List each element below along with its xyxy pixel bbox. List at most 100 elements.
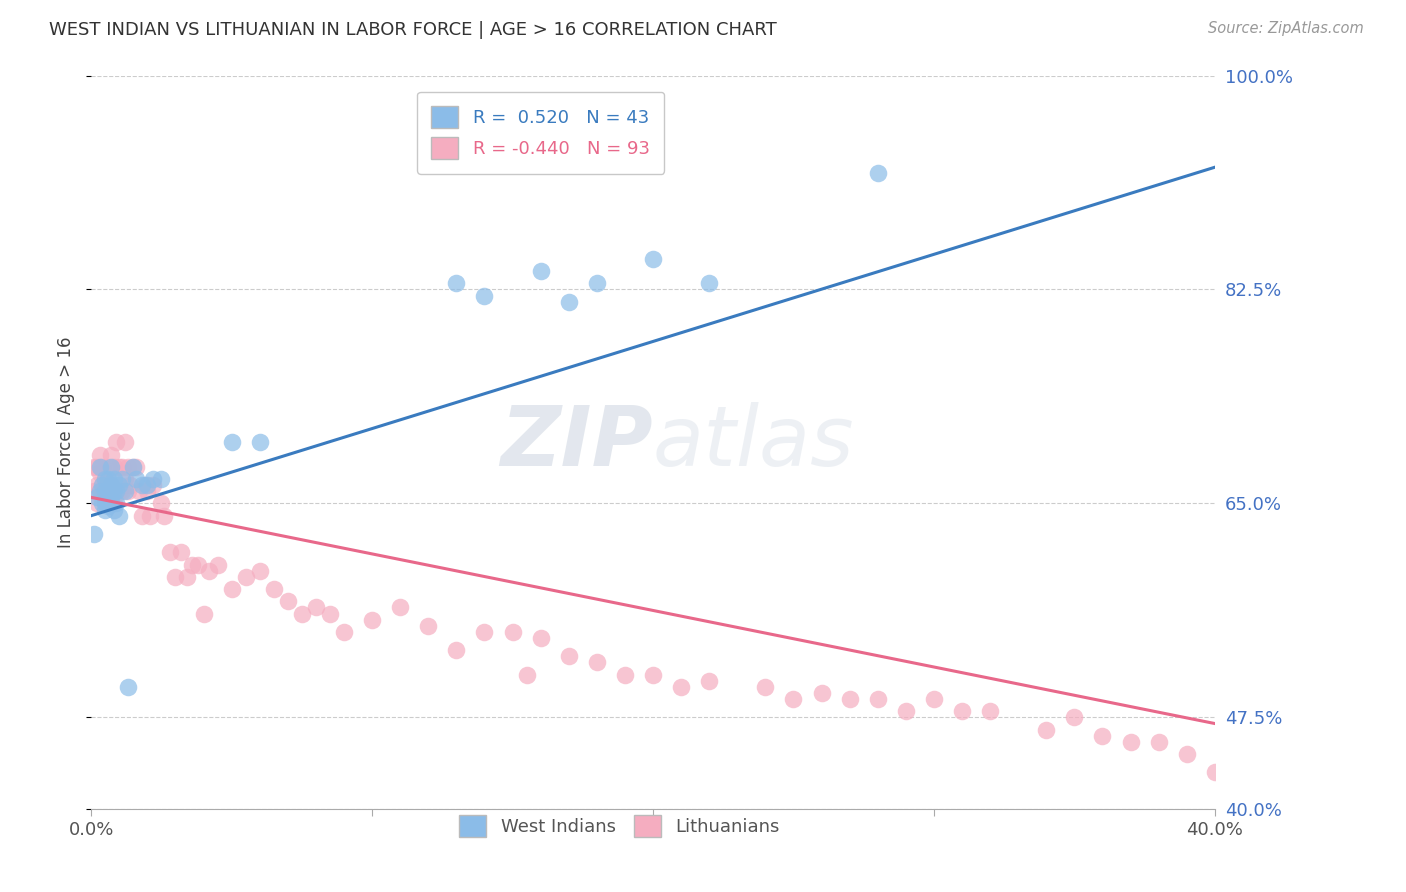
Point [97, 472, 120, 486]
Point [389, 600, 412, 615]
Point [94, 484, 117, 499]
Point [263, 582, 285, 596]
Point [103, 496, 125, 510]
Point [361, 613, 384, 627]
Point [558, 294, 581, 309]
Point [585, 656, 607, 670]
Point [94, 496, 117, 510]
Point [139, 508, 162, 523]
Point [235, 570, 257, 584]
Y-axis label: In Labor Force | Age > 16: In Labor Force | Age > 16 [58, 336, 75, 548]
Point [198, 564, 221, 578]
Point [100, 448, 122, 462]
Point [979, 704, 1001, 718]
Point [86, 459, 108, 474]
Point [94, 496, 117, 510]
Point [114, 435, 136, 450]
Point [131, 478, 153, 492]
Point [83, 459, 105, 474]
Point [922, 692, 945, 706]
Point [108, 508, 131, 523]
Point [111, 472, 134, 486]
Point [97, 472, 120, 486]
Point [950, 704, 973, 718]
Point [120, 478, 142, 492]
Point [103, 484, 125, 499]
Point [142, 472, 165, 486]
Point [128, 484, 150, 499]
Point [117, 459, 139, 474]
Text: atlas: atlas [652, 401, 855, 483]
Point [97, 484, 120, 499]
Point [86, 478, 108, 492]
Point [333, 624, 356, 639]
Point [117, 484, 139, 499]
Point [1147, 735, 1170, 749]
Point [641, 252, 664, 266]
Point [111, 484, 134, 499]
Point [89, 466, 111, 480]
Point [585, 277, 607, 291]
Point [111, 459, 134, 474]
Point [1091, 729, 1114, 743]
Point [249, 564, 271, 578]
Point [474, 288, 496, 302]
Point [89, 459, 111, 474]
Point [97, 459, 120, 474]
Point [125, 459, 148, 474]
Point [117, 680, 139, 694]
Point [103, 472, 125, 486]
Point [83, 527, 105, 541]
Point [1260, 789, 1282, 804]
Point [165, 570, 187, 584]
Point [150, 496, 173, 510]
Point [305, 600, 328, 615]
Point [91, 478, 114, 492]
Point [319, 607, 342, 621]
Point [669, 680, 692, 694]
Point [1175, 747, 1198, 761]
Point [418, 618, 440, 632]
Point [100, 459, 122, 474]
Point [89, 484, 111, 499]
Point [193, 607, 215, 621]
Point [1035, 723, 1057, 737]
Point [105, 484, 128, 499]
Point [100, 491, 122, 505]
Point [558, 649, 581, 664]
Point [136, 484, 159, 499]
Point [100, 478, 122, 492]
Point [89, 448, 111, 462]
Point [100, 496, 122, 510]
Point [94, 472, 117, 486]
Point [641, 667, 664, 681]
Point [142, 478, 165, 492]
Text: WEST INDIAN VS LITHUANIAN IN LABOR FORCE | AGE > 16 CORRELATION CHART: WEST INDIAN VS LITHUANIAN IN LABOR FORCE… [49, 21, 778, 38]
Point [122, 459, 145, 474]
Point [91, 478, 114, 492]
Point [838, 692, 860, 706]
Point [114, 472, 136, 486]
Point [249, 435, 271, 450]
Point [176, 570, 198, 584]
Point [187, 558, 209, 572]
Point [291, 607, 314, 621]
Point [446, 643, 468, 657]
Point [131, 508, 153, 523]
Point [105, 496, 128, 510]
Point [697, 277, 720, 291]
Point [153, 508, 176, 523]
Point [277, 594, 299, 608]
Point [94, 502, 117, 516]
Point [613, 667, 636, 681]
Point [105, 435, 128, 450]
Point [866, 166, 889, 180]
Text: ZIP: ZIP [501, 401, 652, 483]
Point [100, 496, 122, 510]
Point [159, 545, 181, 559]
Point [221, 435, 243, 450]
Point [134, 478, 156, 492]
Point [108, 484, 131, 499]
Point [502, 624, 524, 639]
Point [103, 459, 125, 474]
